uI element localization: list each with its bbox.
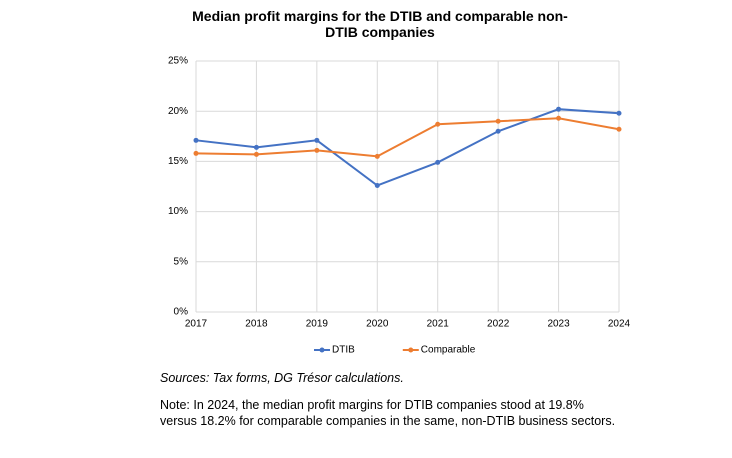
y-tick-label: 10%: [168, 206, 188, 217]
point: [556, 115, 562, 121]
point: [556, 106, 562, 112]
point: [374, 153, 380, 159]
x-tick-label: 2019: [306, 319, 329, 330]
x-tick-label: 2020: [366, 319, 389, 330]
point: [193, 150, 199, 156]
x-tick-label: 2021: [427, 319, 450, 330]
y-tick-label: 25%: [168, 56, 188, 67]
legend-label: DTIB: [332, 345, 355, 356]
chart-title: Median profit margins for the DTIB and c…: [192, 8, 568, 40]
x-tick-label: 2024: [608, 319, 631, 330]
point: [495, 118, 501, 124]
y-tick-label: 0%: [174, 307, 189, 318]
point: [616, 110, 622, 116]
legend-marker: [319, 347, 325, 353]
y-tick-label: 15%: [168, 156, 188, 167]
point: [495, 128, 501, 134]
y-tick-label: 20%: [168, 106, 188, 117]
point: [253, 144, 259, 150]
y-tick-label: 5%: [174, 256, 189, 267]
x-tick-label: 2023: [547, 319, 570, 330]
point: [314, 137, 320, 143]
note: Note: In 2024, the median profit margins…: [160, 398, 616, 428]
series-line: [195, 108, 620, 187]
point: [616, 126, 622, 132]
sources: Sources: Tax forms, DG Trésor calculatio…: [160, 371, 404, 385]
legend-label: Comparable: [421, 345, 476, 356]
point: [435, 121, 441, 127]
point: [435, 159, 441, 165]
point: [253, 151, 259, 157]
x-tick-label: 2022: [487, 319, 510, 330]
point: [374, 182, 380, 188]
point: [193, 137, 199, 143]
series-line: [195, 117, 620, 158]
x-tick-label: 2017: [185, 319, 208, 330]
point: [314, 147, 320, 153]
legend-marker: [408, 347, 414, 353]
x-tick-label: 2018: [245, 319, 268, 330]
